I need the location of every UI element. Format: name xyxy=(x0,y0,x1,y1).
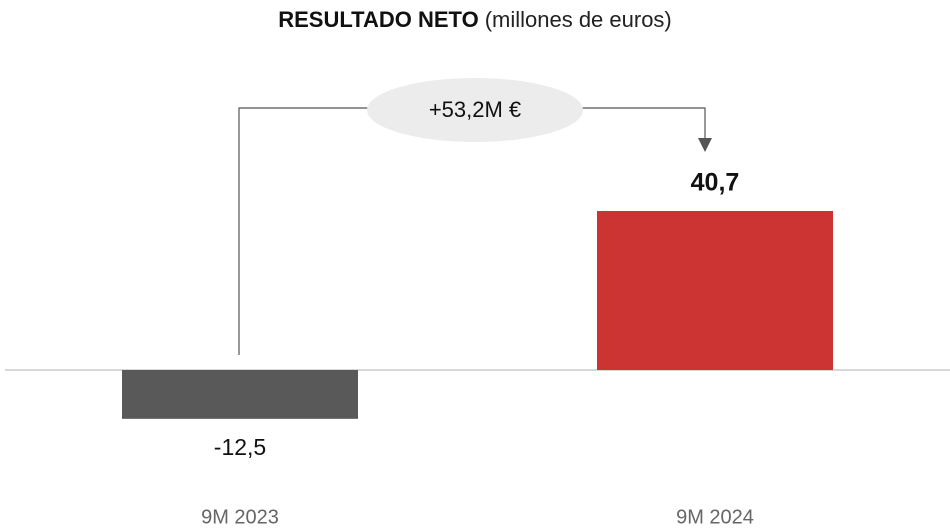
bar xyxy=(122,370,358,419)
chart-title: RESULTADO NETO xyxy=(278,7,478,32)
connector-arrow xyxy=(698,138,712,152)
bar xyxy=(597,211,833,370)
annotation: +53,2M € xyxy=(429,97,521,122)
data-label: 40,7 xyxy=(691,169,740,197)
chart-subtitle: (millones de euros) xyxy=(485,7,672,32)
annotation-bubble xyxy=(367,78,583,142)
chart-title-group: RESULTADO NETO (millones de euros) xyxy=(278,7,672,32)
data-label: -12,5 xyxy=(214,434,266,460)
x-tick-label: 9M 2024 xyxy=(676,506,754,528)
x-tick-label: 9M 2023 xyxy=(201,506,279,528)
